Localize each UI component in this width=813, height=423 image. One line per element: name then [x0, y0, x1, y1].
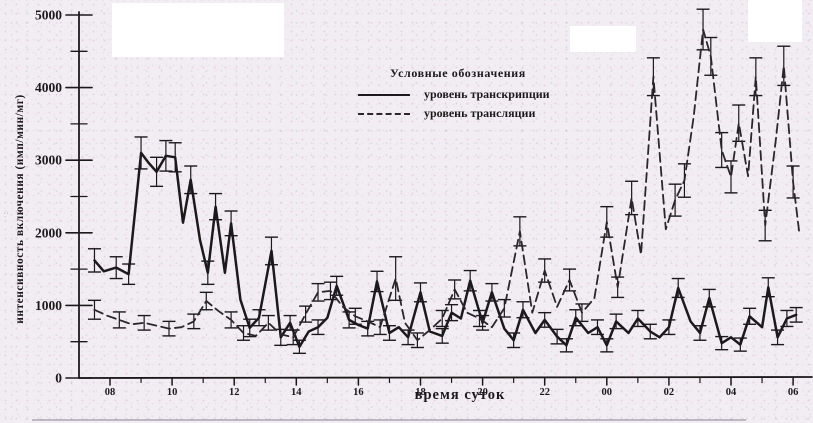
svg-text:02: 02: [664, 387, 675, 398]
svg-text:16: 16: [353, 387, 364, 398]
legend-item-label: уровень трансляции: [424, 106, 536, 120]
svg-text:4000: 4000: [35, 80, 62, 95]
legend-item-label: уровень транскрипции: [424, 87, 550, 101]
svg-text:12: 12: [229, 387, 240, 398]
scan-edge-line: [32, 419, 746, 421]
y-axis-title-text: интенсивность включения (имп/мин/мг): [14, 94, 26, 324]
svg-text:08: 08: [105, 387, 116, 398]
x-axis-title: время суток: [414, 387, 506, 403]
svg-text:04: 04: [726, 387, 737, 398]
pencil-mark-artifact: ·:: [0, 211, 10, 218]
svg-text:1000: 1000: [35, 298, 62, 313]
svg-text:3000: 3000: [35, 153, 62, 168]
legend: Условные обозначения уровень транскрипци…: [358, 66, 568, 125]
svg-text:22: 22: [539, 387, 550, 398]
svg-text:0: 0: [55, 371, 62, 386]
whiteout-patch: [570, 26, 636, 52]
svg-text:18: 18: [415, 387, 426, 398]
svg-text:14: 14: [291, 387, 302, 398]
svg-text:00: 00: [602, 387, 613, 398]
svg-text:2000: 2000: [35, 225, 62, 240]
legend-title: Условные обозначения: [390, 66, 526, 80]
svg-text:20: 20: [477, 387, 488, 398]
whiteout-patch: [112, 3, 284, 57]
legend-item-translation: уровень трансляции: [358, 106, 568, 121]
legend-item-transcription: уровень транскрипции: [358, 87, 568, 102]
svg-text:5000: 5000: [35, 8, 62, 23]
solid-line-swatch-icon: [358, 93, 410, 96]
svg-text:06: 06: [788, 387, 799, 398]
whiteout-patch: [748, 0, 802, 42]
svg-text:10: 10: [167, 387, 178, 398]
dashed-line-swatch-icon: [358, 112, 410, 115]
